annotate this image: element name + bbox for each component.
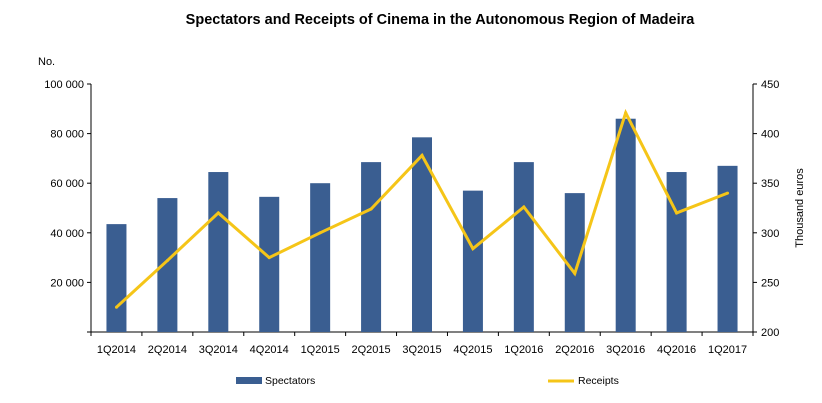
line-receipts	[114, 108, 730, 309]
y-left-tick-label: 40 000	[50, 228, 84, 240]
y-left-tick-label: 80 000	[50, 129, 84, 141]
receipts-point	[165, 259, 169, 263]
y-right-tick-label: 350	[761, 178, 779, 190]
y-right-tick-label: 400	[761, 129, 779, 141]
x-tick-label: 1Q2016	[504, 344, 543, 356]
receipts-point	[675, 211, 679, 215]
receipts-point	[420, 153, 424, 157]
x-tick-label: 3Q2016	[606, 344, 645, 356]
x-tick-label: 2Q2016	[555, 344, 594, 356]
receipts-point	[522, 205, 526, 209]
legend-spectators-swatch	[236, 377, 262, 384]
y-left-tick-label: 100 000	[44, 79, 84, 91]
receipts-point	[573, 271, 577, 275]
axes: 20 000 40 000 60 000 80 000 100 000 200 250 300…	[44, 79, 779, 339]
y-right-tick-label: 200	[761, 327, 779, 339]
bar-spectators	[208, 172, 229, 332]
bar-spectators	[564, 193, 585, 332]
bar-spectators	[412, 137, 432, 332]
x-tick-label: 1Q2015	[301, 344, 340, 356]
bar-spectators	[513, 162, 534, 332]
x-tick-label: 4Q2015	[453, 344, 492, 356]
x-tick-label: 3Q2014	[199, 344, 238, 356]
bars-spectators	[106, 118, 738, 332]
bar-spectators	[717, 165, 738, 332]
x-tick-label: 4Q2016	[657, 344, 696, 356]
y-right-tick-label: 450	[761, 79, 779, 91]
receipts-point	[267, 256, 271, 260]
receipts-point	[114, 305, 118, 309]
x-tick-label: 1Q2017	[708, 344, 747, 356]
bar-spectators	[462, 190, 483, 332]
chart-title: Spectators and Receipts of Cinema in the…	[186, 12, 696, 28]
x-tick-label: 4Q2014	[250, 344, 289, 356]
legend: Spectators Receipts	[236, 375, 619, 387]
x-tick-label: 2Q2014	[148, 344, 187, 356]
y-axis-left-label: No.	[38, 56, 55, 68]
bar-spectators	[361, 162, 382, 332]
y-left-tick-label: 20 000	[50, 277, 84, 289]
x-tick-label: 1Q2014	[97, 344, 136, 356]
x-tick-labels: 1Q2014 2Q2014 3Q2014 4Q2014 1Q2015 2Q2015 3Q20…	[97, 344, 747, 356]
receipts-point	[216, 211, 220, 215]
receipts-point	[471, 247, 475, 251]
receipts-point	[369, 207, 373, 211]
receipts-point	[624, 111, 628, 115]
receipts-point	[726, 191, 730, 195]
bar-spectators	[106, 224, 127, 332]
receipts-point	[318, 231, 322, 235]
bar-spectators	[157, 198, 178, 332]
bar-spectators	[310, 183, 331, 332]
legend-receipts-label: Receipts	[578, 375, 619, 387]
legend-spectators-label: Spectators	[265, 375, 315, 387]
y-right-tick-label: 250	[761, 277, 779, 289]
x-tick-label: 3Q2015	[402, 344, 441, 356]
y-left-tick-label: 60 000	[50, 178, 84, 190]
bar-spectators	[259, 196, 280, 332]
x-tick-label: 2Q2015	[351, 344, 390, 356]
y-axis-right-label: Thousand euros	[794, 168, 806, 248]
bar-spectators	[615, 118, 636, 332]
y-right-tick-label: 300	[761, 228, 779, 240]
